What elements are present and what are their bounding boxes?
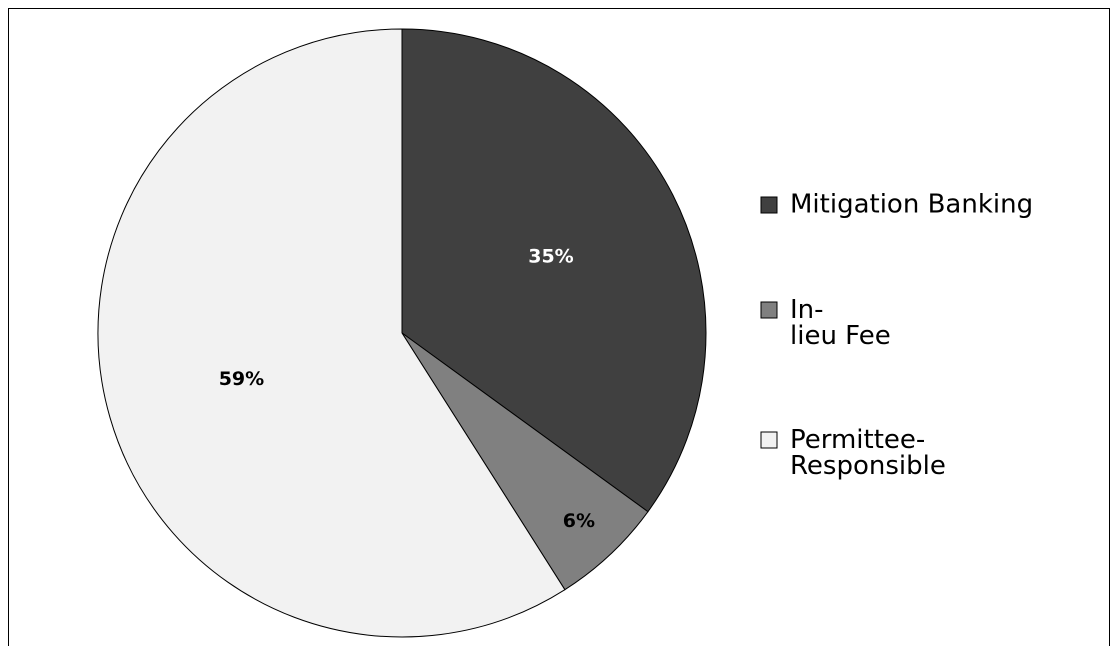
pie-slice	[401, 28, 707, 513]
legend-swatch	[760, 196, 778, 214]
legend-label: In-lieu Fee	[790, 295, 891, 351]
data-label: 6%	[563, 510, 595, 532]
legend-label-line: Permittee-	[790, 425, 925, 455]
data-label: 59%	[219, 368, 264, 390]
legend-swatch	[760, 431, 778, 449]
legend-label-line: Responsible	[790, 451, 946, 481]
pie-slice	[97, 28, 566, 638]
data-label: 35%	[528, 246, 573, 268]
legend-label-line: lieu Fee	[790, 321, 891, 351]
legend-label-line: In-	[790, 295, 824, 325]
legend-label: Permittee-Responsible	[790, 425, 946, 481]
legend-label: Mitigation Banking	[790, 190, 1033, 220]
legend-swatch	[760, 301, 778, 319]
